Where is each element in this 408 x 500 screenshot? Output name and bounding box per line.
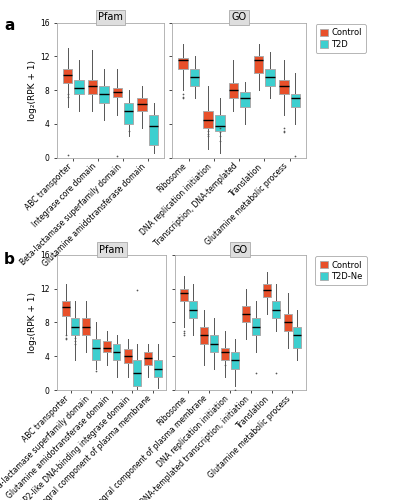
Bar: [228, 84, 238, 98]
Legend: Control, T2D-Ne: Control, T2D-Ne: [315, 256, 367, 285]
Bar: [293, 326, 301, 348]
Bar: [204, 111, 213, 128]
Bar: [82, 318, 90, 335]
Bar: [189, 302, 197, 318]
Bar: [279, 80, 288, 94]
Bar: [242, 306, 250, 322]
Bar: [266, 69, 275, 86]
Bar: [92, 340, 100, 360]
Bar: [88, 80, 97, 94]
Bar: [252, 318, 259, 335]
Bar: [200, 326, 208, 344]
Bar: [99, 86, 109, 102]
Bar: [178, 58, 188, 69]
Text: a: a: [4, 18, 14, 32]
Title: GO: GO: [233, 245, 248, 255]
Bar: [231, 352, 239, 369]
Bar: [113, 88, 122, 97]
Bar: [124, 102, 133, 124]
Bar: [254, 56, 264, 73]
Y-axis label: log₂(RPK + 1): log₂(RPK + 1): [28, 60, 37, 120]
Title: GO: GO: [232, 12, 247, 22]
Bar: [137, 98, 147, 111]
Bar: [103, 341, 111, 352]
Bar: [263, 284, 271, 297]
Bar: [154, 360, 162, 378]
Bar: [284, 314, 292, 331]
Bar: [124, 350, 131, 363]
Bar: [190, 69, 200, 86]
Bar: [133, 360, 141, 386]
Bar: [62, 302, 70, 316]
Bar: [210, 335, 218, 352]
Bar: [240, 92, 250, 107]
Bar: [273, 302, 280, 318]
Bar: [74, 80, 84, 94]
Title: Pfam: Pfam: [98, 12, 123, 22]
Bar: [149, 116, 158, 145]
Bar: [144, 352, 152, 364]
Bar: [71, 318, 79, 335]
Bar: [290, 94, 300, 107]
Text: b: b: [4, 252, 15, 268]
Bar: [215, 116, 224, 130]
Title: Pfam: Pfam: [99, 245, 124, 255]
Y-axis label: log₂(RPK + 1): log₂(RPK + 1): [28, 292, 37, 353]
Bar: [63, 69, 72, 84]
Bar: [113, 344, 120, 360]
Legend: Control, T2D: Control, T2D: [315, 24, 366, 53]
Bar: [221, 348, 229, 360]
Bar: [180, 288, 188, 302]
